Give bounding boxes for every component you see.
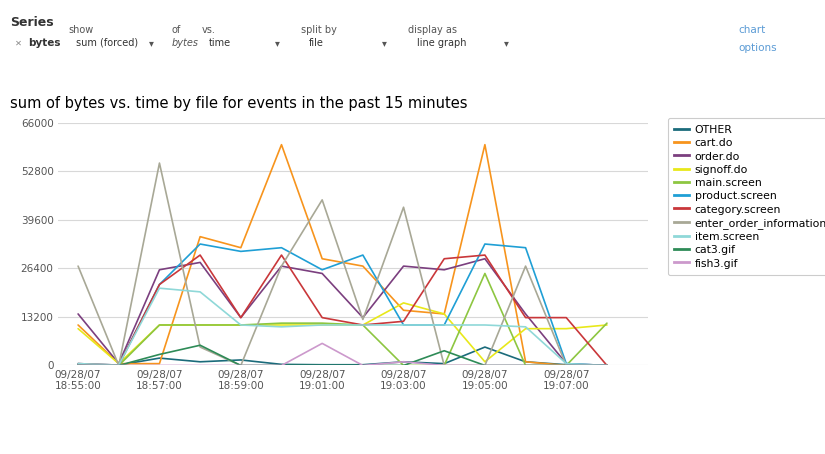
Text: file: file (309, 38, 323, 48)
Text: ✕: ✕ (15, 38, 21, 47)
Legend: OTHER, cart.do, order.do, signoff.do, main.screen, product.screen, category.scre: OTHER, cart.do, order.do, signoff.do, ma… (667, 118, 825, 275)
Text: of: of (172, 25, 181, 35)
Text: bytes: bytes (172, 38, 199, 48)
Text: line graph: line graph (417, 38, 467, 48)
Text: sum of bytes vs. time by file for events in the past 15 minutes: sum of bytes vs. time by file for events… (10, 96, 468, 111)
Text: display as: display as (408, 25, 457, 35)
Text: time: time (209, 38, 231, 48)
Text: vs.: vs. (202, 25, 216, 35)
Text: ▾: ▾ (504, 38, 508, 48)
Text: chart: chart (738, 25, 766, 35)
Text: ▾: ▾ (149, 38, 154, 48)
Text: split by: split by (301, 25, 337, 35)
Text: sum (forced): sum (forced) (76, 38, 139, 48)
Text: Series: Series (10, 16, 54, 29)
Text: bytes: bytes (28, 38, 61, 48)
Text: options: options (738, 43, 777, 53)
Text: ▾: ▾ (382, 38, 386, 48)
Text: ▾: ▾ (276, 38, 280, 48)
Text: show: show (68, 25, 94, 35)
